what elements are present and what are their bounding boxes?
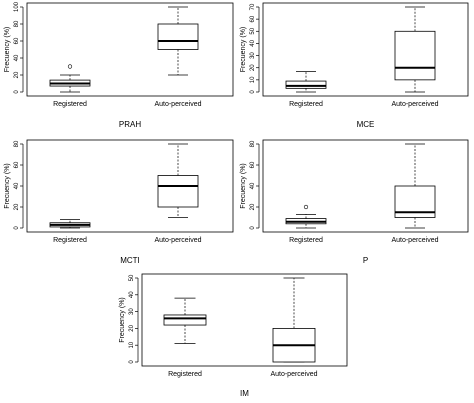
y-tick-label: 40 bbox=[250, 39, 256, 46]
plot-frame bbox=[26, 2, 234, 97]
y-tick-label: 30 bbox=[129, 308, 135, 315]
iqr-box bbox=[163, 314, 207, 326]
plot-frame bbox=[262, 139, 469, 233]
box-auto-perceived bbox=[157, 143, 199, 218]
x-category-label: Registered bbox=[289, 237, 323, 244]
y-tick-label: 0 bbox=[129, 360, 135, 364]
outlier-point bbox=[303, 204, 309, 210]
y-tick-label: 80 bbox=[14, 20, 20, 27]
box-auto-perceived bbox=[394, 143, 436, 229]
panel-title: MCTI bbox=[120, 256, 140, 265]
y-tick-label: 40 bbox=[14, 54, 20, 61]
panel-im: 0 10 20 30 40 50 Frecuency (%) Registered Auto-p… bbox=[119, 273, 348, 398]
y-axis-label: Frecuency (%) bbox=[240, 27, 247, 73]
x-category-label: Auto-perceived bbox=[154, 237, 201, 244]
x-category-label: Registered bbox=[53, 101, 87, 108]
panel-title: MCE bbox=[357, 120, 375, 129]
y-tick-label: 40 bbox=[14, 182, 20, 189]
x-category-label: Auto-perceived bbox=[154, 101, 201, 108]
y-tick-label: 80 bbox=[14, 140, 20, 147]
x-category-label: Registered bbox=[53, 237, 87, 244]
y-tick-label: 10 bbox=[129, 341, 135, 348]
y-axis-label: Frecuency (%) bbox=[240, 163, 247, 209]
y-tick-label: 20 bbox=[129, 324, 135, 331]
x-category-label: Auto-perceived bbox=[270, 371, 317, 378]
y-tick-label: 40 bbox=[129, 291, 135, 298]
y-tick-label: 20 bbox=[14, 71, 20, 78]
x-category-label: Registered bbox=[168, 371, 202, 378]
y-tick-label: 60 bbox=[250, 15, 256, 22]
box-registered bbox=[49, 64, 91, 93]
x-category-label: Auto-perceived bbox=[391, 237, 438, 244]
panel-prah: 0 20 40 60 80 100 Frecuency (%) Registered Auto-… bbox=[4, 1, 234, 129]
iqr-box bbox=[157, 23, 199, 50]
box-auto-perceived bbox=[272, 277, 316, 363]
plot-frame bbox=[262, 2, 469, 97]
plot-frame bbox=[141, 273, 348, 367]
box-auto-perceived bbox=[157, 6, 199, 76]
y-tick-label: 0 bbox=[14, 226, 20, 230]
y-tick-label: 50 bbox=[129, 274, 135, 281]
y-tick-label: 40 bbox=[250, 182, 256, 189]
y-tick-label: 20 bbox=[250, 203, 256, 210]
y-tick-label: 60 bbox=[14, 37, 20, 44]
y-tick-label: 30 bbox=[250, 52, 256, 59]
y-tick-label: 0 bbox=[250, 90, 256, 94]
y-tick-label: 0 bbox=[14, 90, 20, 94]
box-registered bbox=[163, 297, 207, 344]
y-tick-label: 0 bbox=[250, 226, 256, 230]
iqr-box bbox=[394, 30, 436, 81]
y-tick-label: 10 bbox=[250, 76, 256, 83]
y-tick-label: 60 bbox=[250, 161, 256, 168]
y-tick-label: 100 bbox=[14, 1, 20, 12]
box-auto-perceived bbox=[394, 6, 436, 93]
y-tick-label: 80 bbox=[250, 140, 256, 147]
y-tick-label: 60 bbox=[14, 161, 20, 168]
box-registered bbox=[285, 70, 327, 93]
outlier-point bbox=[67, 64, 73, 69]
panel-mcti: 0 20 40 60 80 Frecuency (%) Registered Auto-per… bbox=[4, 139, 234, 265]
panel-title: IM bbox=[240, 389, 249, 398]
panel-mce: 0 10 20 30 40 50 60 70 Frecuency (%) Registered Au… bbox=[240, 2, 469, 129]
y-tick-label: 20 bbox=[14, 203, 20, 210]
x-category-label: Auto-perceived bbox=[391, 101, 438, 108]
y-axis-label: Frecuency (%) bbox=[4, 27, 11, 73]
y-tick-label: 20 bbox=[250, 64, 256, 71]
panel-title: PRAH bbox=[119, 120, 141, 129]
y-tick-label: 50 bbox=[250, 27, 256, 34]
box-registered bbox=[49, 219, 91, 229]
y-axis-label: Frecuency (%) bbox=[4, 163, 11, 209]
plot-frame bbox=[26, 139, 234, 233]
panel-p: 0 20 40 60 80 Frecuency (%) Registered Auto-per… bbox=[240, 139, 469, 265]
y-tick-label: 70 bbox=[250, 3, 256, 10]
y-axis-label: Frecuency (%) bbox=[119, 297, 126, 343]
iqr-box bbox=[157, 175, 199, 208]
iqr-box bbox=[285, 80, 327, 89]
x-category-label: Registered bbox=[289, 101, 323, 108]
box-registered bbox=[285, 204, 327, 229]
panel-title: P bbox=[363, 256, 368, 265]
